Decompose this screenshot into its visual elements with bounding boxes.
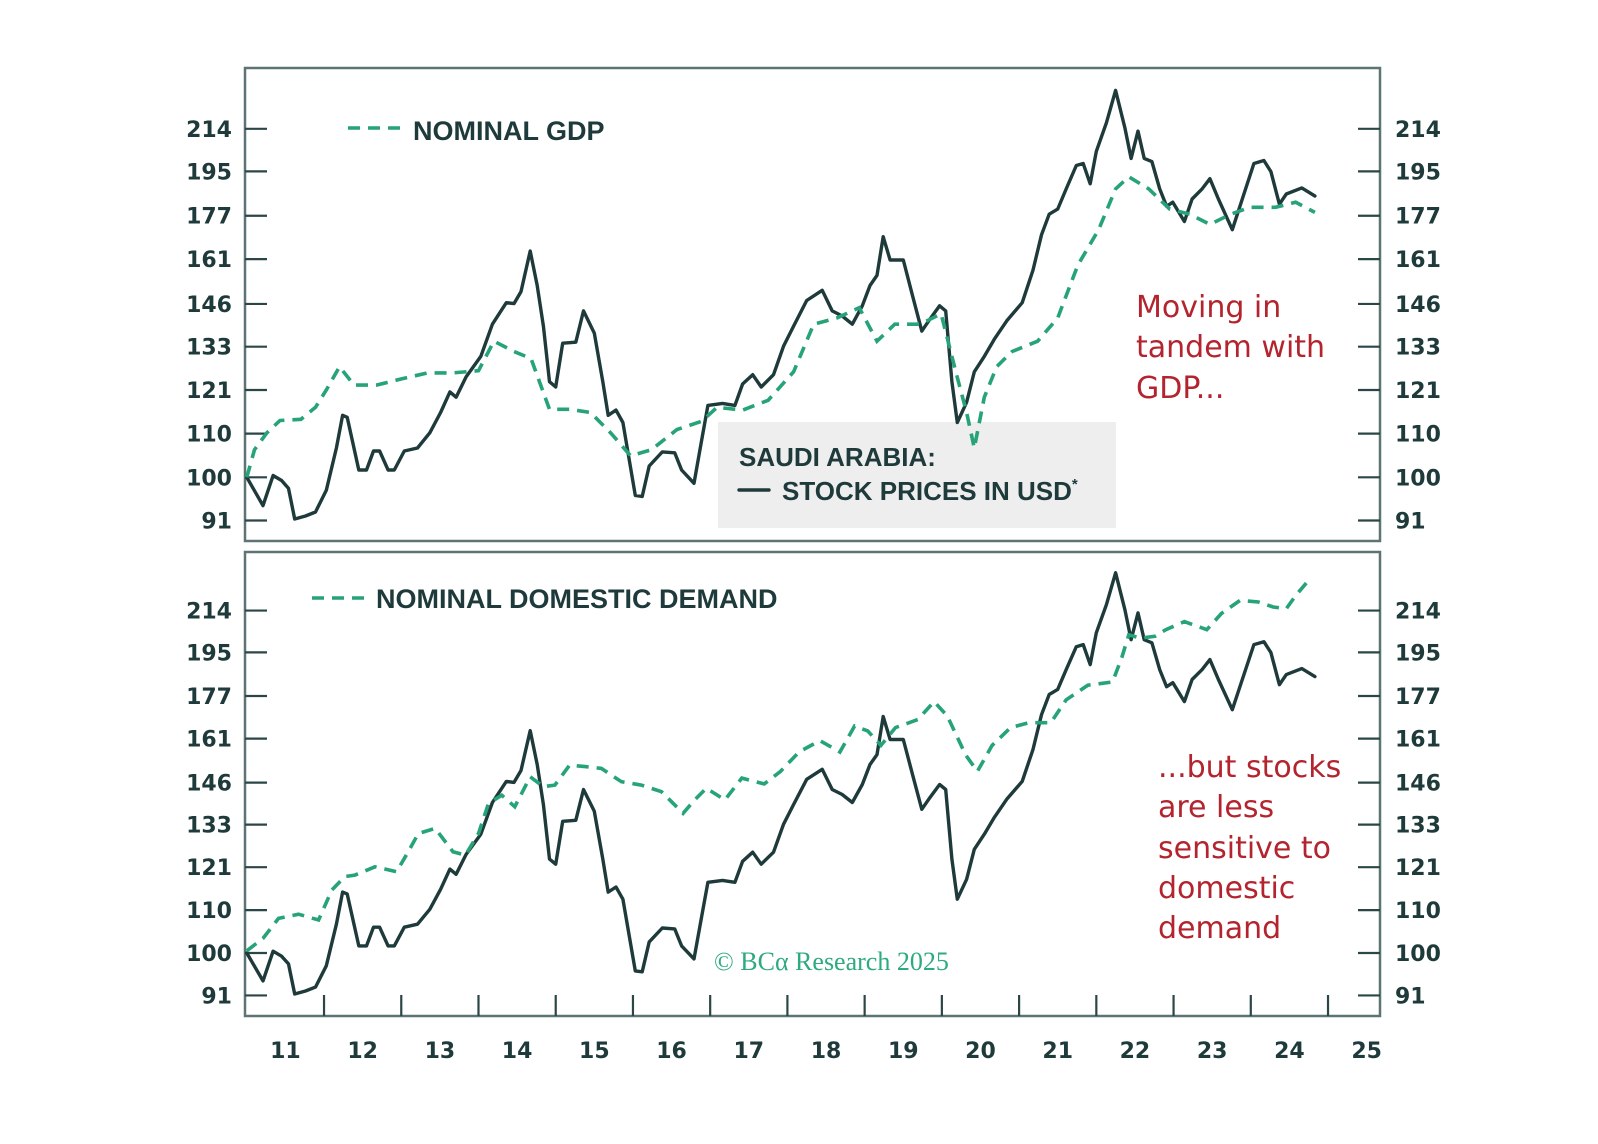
chart-title: SAUDI ARABIA: [739, 442, 936, 472]
y-tick-label-left: 161 [186, 248, 232, 273]
y-tick-label-left: 214 [186, 600, 232, 625]
annotation-bottom: ...but stocks are less sensitive to dome… [1158, 750, 1351, 946]
y-tick-label-right: 177 [1395, 685, 1441, 710]
annotation-line: tandem with [1136, 330, 1325, 365]
axes-top: 91 91 100 100 110 110 121 121 133 133 146 146 161 161… [186, 118, 1441, 535]
y-tick-label-right: 146 [1395, 772, 1441, 797]
x-tick-label: 22 [1120, 1039, 1151, 1064]
stock-price-line [245, 571, 1317, 996]
x-tick-label: 16 [656, 1039, 687, 1064]
annotation-top: Moving in tandem with GDP... [1136, 290, 1335, 406]
x-tick-label: 21 [1042, 1039, 1073, 1064]
x-tick-label: 13 [425, 1039, 456, 1064]
y-tick-label-left: 100 [186, 466, 232, 491]
y-tick-label-left: 195 [186, 160, 232, 185]
y-tick-label-left: 146 [186, 293, 232, 318]
footnote-mark: * [1072, 476, 1078, 493]
y-tick-label-right: 214 [1395, 600, 1441, 625]
annotation-line: Moving in [1136, 290, 1281, 325]
series-lines-bottom [245, 571, 1317, 996]
y-tick-label-right: 214 [1395, 118, 1441, 143]
legend-nominal-gdp: NOMINAL GDP [348, 116, 605, 146]
y-tick-label-right: 195 [1395, 160, 1441, 185]
legend-stock-prices: SAUDI ARABIA: STOCK PRICES IN USD* [737, 442, 1078, 506]
copyright-watermark: © BCα Research 2025 [714, 947, 949, 976]
x-tick-label: 14 [502, 1039, 533, 1064]
y-tick-label-left: 110 [186, 423, 232, 448]
annotation-line: ...but stocks [1158, 750, 1341, 785]
x-tick-label: 23 [1197, 1039, 1228, 1064]
stock-price-line [245, 88, 1317, 521]
y-tick-label-right: 161 [1395, 728, 1441, 753]
y-tick-label-right: 121 [1395, 856, 1441, 881]
annotation-line: GDP... [1136, 371, 1224, 406]
legend-label-nominal-gdp: NOMINAL GDP [413, 116, 605, 146]
y-tick-label-left: 177 [186, 205, 232, 230]
y-tick-label-left: 146 [186, 772, 232, 797]
y-tick-label-right: 121 [1395, 379, 1441, 404]
panel-nominal-gdp: 91 91 100 100 110 110 121 121 133 133 146 146 161 161… [186, 66, 1441, 543]
panel-frame-bottom [243, 550, 1382, 1018]
annotation-line: sensitive to [1158, 831, 1331, 866]
y-tick-label-left: 110 [186, 899, 232, 924]
y-tick-label-right: 133 [1395, 336, 1441, 361]
annotation-line: domestic [1158, 871, 1295, 906]
x-tick-label: 12 [347, 1039, 378, 1064]
legend-label-stock-prices-text: STOCK PRICES IN USD [782, 476, 1072, 506]
legend-label-stock-prices: STOCK PRICES IN USD* [782, 476, 1078, 506]
x-tick-label: 20 [965, 1039, 996, 1064]
y-tick-label-right: 133 [1395, 814, 1441, 839]
x-tick-label: 24 [1274, 1039, 1305, 1064]
x-tick-label: 18 [811, 1039, 842, 1064]
y-tick-label-left: 91 [201, 510, 232, 535]
legend-label-domestic-demand: NOMINAL DOMESTIC DEMAND [376, 584, 778, 614]
annotation-line: demand [1158, 911, 1281, 946]
y-tick-label-right: 177 [1395, 205, 1441, 230]
y-tick-label-left: 91 [201, 984, 232, 1009]
y-tick-label-left: 133 [186, 814, 232, 839]
y-tick-label-left: 195 [186, 641, 232, 666]
nominal-domestic-demand-line [245, 580, 1309, 953]
x-tick-label: 19 [888, 1039, 919, 1064]
y-tick-label-right: 161 [1395, 248, 1441, 273]
y-tick-label-right: 110 [1395, 423, 1441, 448]
y-tick-label-left: 121 [186, 379, 232, 404]
y-tick-label-right: 110 [1395, 899, 1441, 924]
x-tick-label: 11 [270, 1039, 301, 1064]
y-tick-label-left: 100 [186, 942, 232, 967]
y-tick-label-right: 146 [1395, 293, 1441, 318]
legend-box [718, 422, 1116, 528]
y-tick-label-right: 195 [1395, 641, 1441, 666]
x-tick-label: 25 [1351, 1039, 1382, 1064]
y-tick-label-left: 121 [186, 856, 232, 881]
y-tick-label-right: 91 [1395, 510, 1426, 535]
y-tick-label-left: 133 [186, 336, 232, 361]
series-lines-top [245, 88, 1317, 521]
y-tick-label-left: 214 [186, 118, 232, 143]
y-tick-label-left: 161 [186, 728, 232, 753]
y-tick-label-right: 100 [1395, 466, 1441, 491]
x-tick-label: 17 [733, 1039, 764, 1064]
y-tick-label-left: 177 [186, 685, 232, 710]
y-tick-label-right: 100 [1395, 942, 1441, 967]
annotation-line: are less [1158, 790, 1274, 825]
legend-nominal-domestic-demand: NOMINAL DOMESTIC DEMAND [312, 584, 778, 614]
nominal-gdp-line [245, 174, 1316, 478]
y-tick-label-right: 91 [1395, 984, 1426, 1009]
x-tick-label: 15 [579, 1039, 610, 1064]
